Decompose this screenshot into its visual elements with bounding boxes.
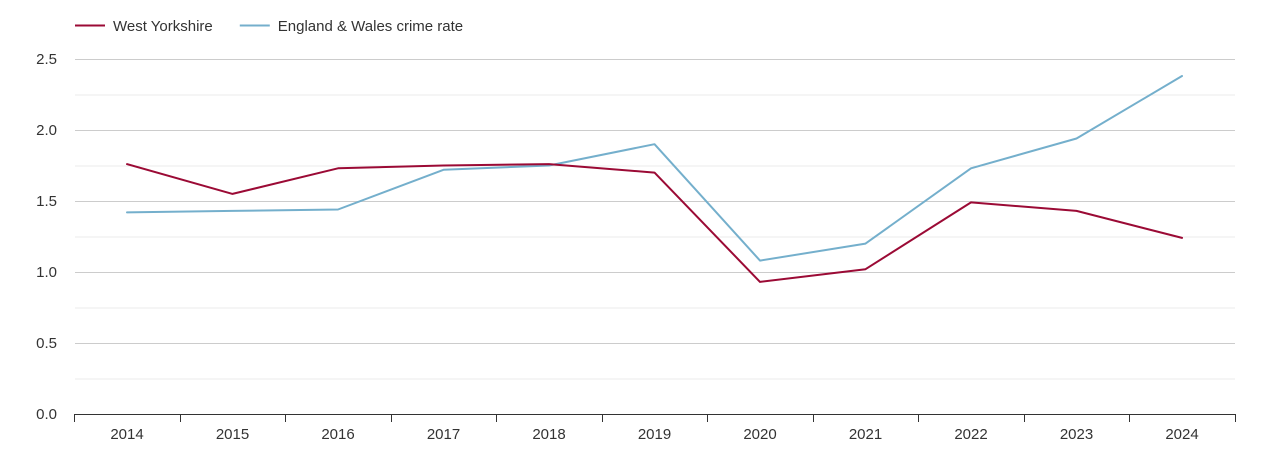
legend-label: England & Wales crime rate	[278, 18, 463, 35]
x-tick-label: 2015	[216, 426, 249, 443]
grid-lines	[75, 59, 1235, 380]
y-tick-label: 2.5	[36, 51, 57, 68]
x-tick-label: 2021	[849, 426, 882, 443]
legend-item-west-yorkshire[interactable]: West Yorkshire	[75, 18, 213, 35]
x-tick-label: 2022	[954, 426, 987, 443]
y-tick-label: 1.5	[36, 193, 57, 210]
y-tick-label: 2.0	[36, 122, 57, 139]
x-tick-label: 2017	[427, 426, 460, 443]
legend-item-england-wales-crime-rate[interactable]: England & Wales crime rate	[239, 18, 463, 35]
series-lines	[126, 75, 1183, 283]
series-line-england-wales-crime-rate	[126, 75, 1183, 262]
y-tick-label: 0.0	[36, 406, 57, 423]
y-tick-label: 1.0	[36, 264, 57, 281]
x-tick-label: 2014	[110, 426, 143, 443]
x-tick-label: 2020	[743, 426, 776, 443]
y-axis: 0.0 0.5 1.0 1.5 2.0 2.5	[36, 51, 57, 423]
x-axis: 2014 2015 2016 2017 2018 2019 2020 2021 2022 2023…	[74, 414, 1236, 443]
x-tick-label: 2019	[638, 426, 671, 443]
y-tick-label: 0.5	[36, 335, 57, 352]
x-tick-label: 2024	[1165, 426, 1198, 443]
legend-label: West Yorkshire	[113, 18, 213, 35]
x-tick-label: 2023	[1060, 426, 1093, 443]
x-tick-label: 2018	[532, 426, 565, 443]
x-tick-label: 2016	[321, 426, 354, 443]
legend: West Yorkshire England & Wales crime rate	[75, 18, 463, 35]
series-line-west-yorkshire	[126, 163, 1183, 283]
